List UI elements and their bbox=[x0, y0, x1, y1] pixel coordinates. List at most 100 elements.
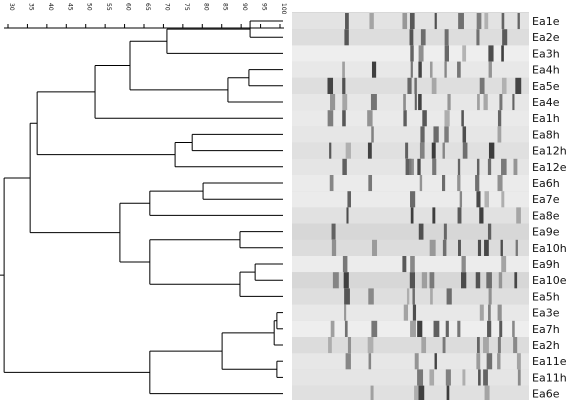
gel-band bbox=[434, 353, 437, 370]
gel-band bbox=[367, 142, 372, 159]
gel-band bbox=[402, 13, 408, 30]
gel-band bbox=[418, 94, 422, 111]
lane-label: Ea7h bbox=[532, 323, 560, 336]
gel-band bbox=[405, 158, 412, 175]
gel-band bbox=[344, 320, 348, 337]
gel-band bbox=[484, 239, 489, 256]
lane-label: Ea5e bbox=[532, 80, 560, 93]
gel-band bbox=[432, 207, 436, 224]
gel-band bbox=[442, 175, 446, 192]
gel-band bbox=[368, 288, 374, 305]
scale-tick-label: 40 bbox=[47, 3, 54, 11]
gel-band bbox=[332, 272, 339, 289]
gel-band bbox=[330, 94, 336, 111]
gel-band bbox=[479, 77, 485, 94]
gel-band bbox=[410, 45, 414, 62]
lane-label: Ea4h bbox=[532, 64, 560, 77]
scale-tick-label: 30 bbox=[8, 3, 15, 11]
lane-label: Ea7e bbox=[532, 193, 560, 206]
gel-band bbox=[479, 207, 484, 224]
gel-band bbox=[513, 158, 518, 175]
gel-band bbox=[410, 256, 415, 273]
gel-band bbox=[497, 304, 502, 321]
gel-band bbox=[342, 256, 348, 273]
gel-band bbox=[402, 256, 407, 273]
gel-band bbox=[327, 77, 334, 94]
gel-band bbox=[515, 239, 518, 256]
gel-band bbox=[344, 304, 347, 321]
gel-lane bbox=[292, 385, 529, 400]
lane-label: Ea10h bbox=[532, 242, 567, 255]
gel-band bbox=[516, 207, 521, 224]
gel-lane bbox=[292, 239, 529, 256]
gel-band bbox=[445, 320, 449, 337]
gel-band bbox=[442, 337, 446, 354]
gel-band bbox=[512, 94, 515, 111]
gel-band bbox=[459, 191, 463, 208]
scale-tick-label: 70 bbox=[163, 3, 170, 11]
gel-band bbox=[410, 320, 416, 337]
lane-label: Ea11e bbox=[532, 355, 567, 368]
gel-band bbox=[461, 256, 466, 273]
gel-band bbox=[344, 29, 349, 46]
gel-band bbox=[500, 239, 503, 256]
gel-band bbox=[347, 191, 351, 208]
gel-band bbox=[442, 239, 447, 256]
lane-label: Ea2h bbox=[532, 339, 560, 352]
lane-label: Ea4e bbox=[532, 96, 560, 109]
gel-band bbox=[487, 320, 492, 337]
scale-tick-label: 75 bbox=[183, 3, 190, 11]
gel-band bbox=[406, 288, 410, 305]
gel-band bbox=[420, 29, 426, 46]
gel-band bbox=[462, 45, 467, 62]
gel-band bbox=[418, 61, 422, 78]
scale-tick-label: 65 bbox=[144, 3, 151, 11]
gel-band bbox=[327, 110, 334, 127]
gel-band bbox=[476, 158, 480, 175]
gel-band bbox=[370, 385, 374, 400]
gel-band bbox=[410, 61, 413, 78]
gel-band bbox=[501, 256, 507, 273]
gel-band bbox=[431, 142, 436, 159]
gel-band bbox=[344, 288, 350, 305]
gel-band bbox=[442, 142, 445, 159]
gel-band bbox=[414, 385, 419, 400]
gel-band bbox=[444, 29, 449, 46]
gel-band bbox=[414, 353, 419, 370]
gel-band bbox=[457, 207, 462, 224]
gel-band bbox=[412, 288, 415, 305]
lane-label: Ea6e bbox=[532, 388, 560, 400]
gel-band bbox=[342, 110, 346, 127]
gel-lane bbox=[292, 369, 529, 386]
gel-band bbox=[371, 126, 374, 143]
gel-band bbox=[501, 13, 505, 30]
gel-band bbox=[403, 110, 407, 127]
gel-band bbox=[446, 288, 452, 305]
gel-band bbox=[434, 13, 437, 30]
gel-band bbox=[346, 207, 349, 224]
gel-band bbox=[497, 126, 502, 143]
gel-band bbox=[457, 320, 461, 337]
gel-band bbox=[498, 272, 503, 289]
gel-band bbox=[368, 353, 372, 370]
gel-band bbox=[371, 61, 377, 78]
gel-band bbox=[422, 110, 427, 127]
gel-band bbox=[409, 29, 414, 46]
lane-label: Ea8h bbox=[532, 128, 560, 141]
scale-tick-label: 100 bbox=[280, 3, 287, 15]
gel-band bbox=[461, 272, 467, 289]
gel-band bbox=[345, 142, 351, 159]
gel-band bbox=[483, 369, 488, 386]
gel-band bbox=[409, 158, 414, 175]
gel-band bbox=[516, 353, 521, 370]
gel-band bbox=[497, 337, 501, 354]
gel-band bbox=[444, 126, 449, 143]
gel-band bbox=[342, 94, 348, 111]
gel-band bbox=[329, 175, 334, 192]
gel-band bbox=[501, 77, 507, 94]
gel-band bbox=[461, 110, 464, 127]
gel-band bbox=[462, 369, 466, 386]
gel-band bbox=[407, 77, 412, 94]
gel-lane bbox=[292, 288, 529, 305]
